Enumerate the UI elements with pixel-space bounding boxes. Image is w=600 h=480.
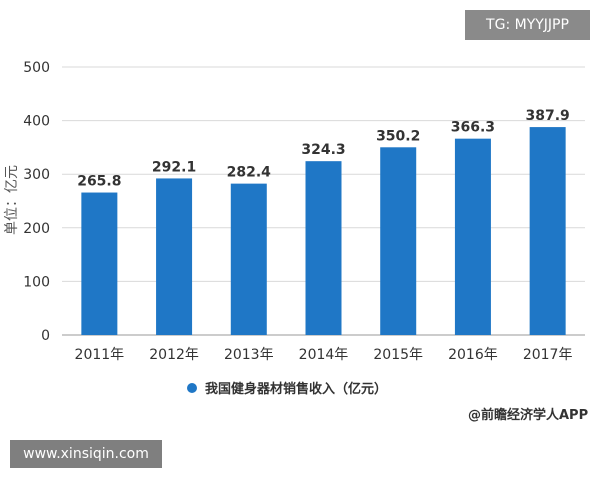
bar [230, 183, 267, 335]
y-tick-label: 100 [23, 274, 50, 290]
y-tick-label: 300 [23, 167, 50, 183]
x-tick-label: 2013年 [224, 347, 274, 363]
x-tick-labels: 2011年 2012年 2013年 2014年 2015年 2016年 2017年 [75, 347, 573, 363]
y-tick-label: 200 [23, 221, 50, 237]
bar [81, 192, 118, 335]
bar [454, 138, 491, 335]
data-label: 265.8 [77, 174, 121, 190]
x-tick-label: 2015年 [373, 347, 423, 363]
legend-label: 我国健身器材销售收入（亿元） [205, 382, 388, 397]
y-tick-label: 400 [23, 114, 50, 130]
data-label: 282.4 [227, 165, 272, 181]
data-label: 366.3 [451, 120, 495, 136]
y-tick-labels: 0 100 200 300 400 500 [23, 60, 50, 344]
bar [529, 127, 566, 335]
y-tick-label: 500 [23, 60, 50, 76]
data-label: 292.1 [152, 159, 196, 175]
bar [156, 178, 193, 335]
data-label: 350.2 [376, 128, 420, 144]
data-label: 324.3 [301, 142, 345, 158]
x-tick-label: 2014年 [299, 347, 349, 363]
x-tick-label: 2016年 [448, 347, 498, 363]
x-tick-label: 2011年 [75, 347, 125, 363]
bars [81, 127, 566, 335]
telegram-badge: TG: MYYJJPP [465, 10, 590, 40]
x-tick-label: 2012年 [149, 347, 199, 363]
legend: 我国健身器材销售收入（亿元） [187, 378, 387, 397]
y-tick-label: 0 [41, 328, 50, 344]
legend-marker-icon [187, 382, 197, 393]
bar [380, 147, 417, 335]
website-badge: www.xinsiqin.com [10, 440, 162, 468]
data-labels: 265.8 292.1 282.4 324.3 350.2 366.3 387.9 [77, 108, 570, 189]
source-credit: @前瞻经济学人APP [468, 408, 589, 423]
x-tick-label: 2017年 [523, 347, 573, 363]
data-label: 387.9 [525, 108, 569, 124]
y-axis-title: 单位：亿元 [4, 165, 20, 235]
bar [305, 161, 342, 335]
